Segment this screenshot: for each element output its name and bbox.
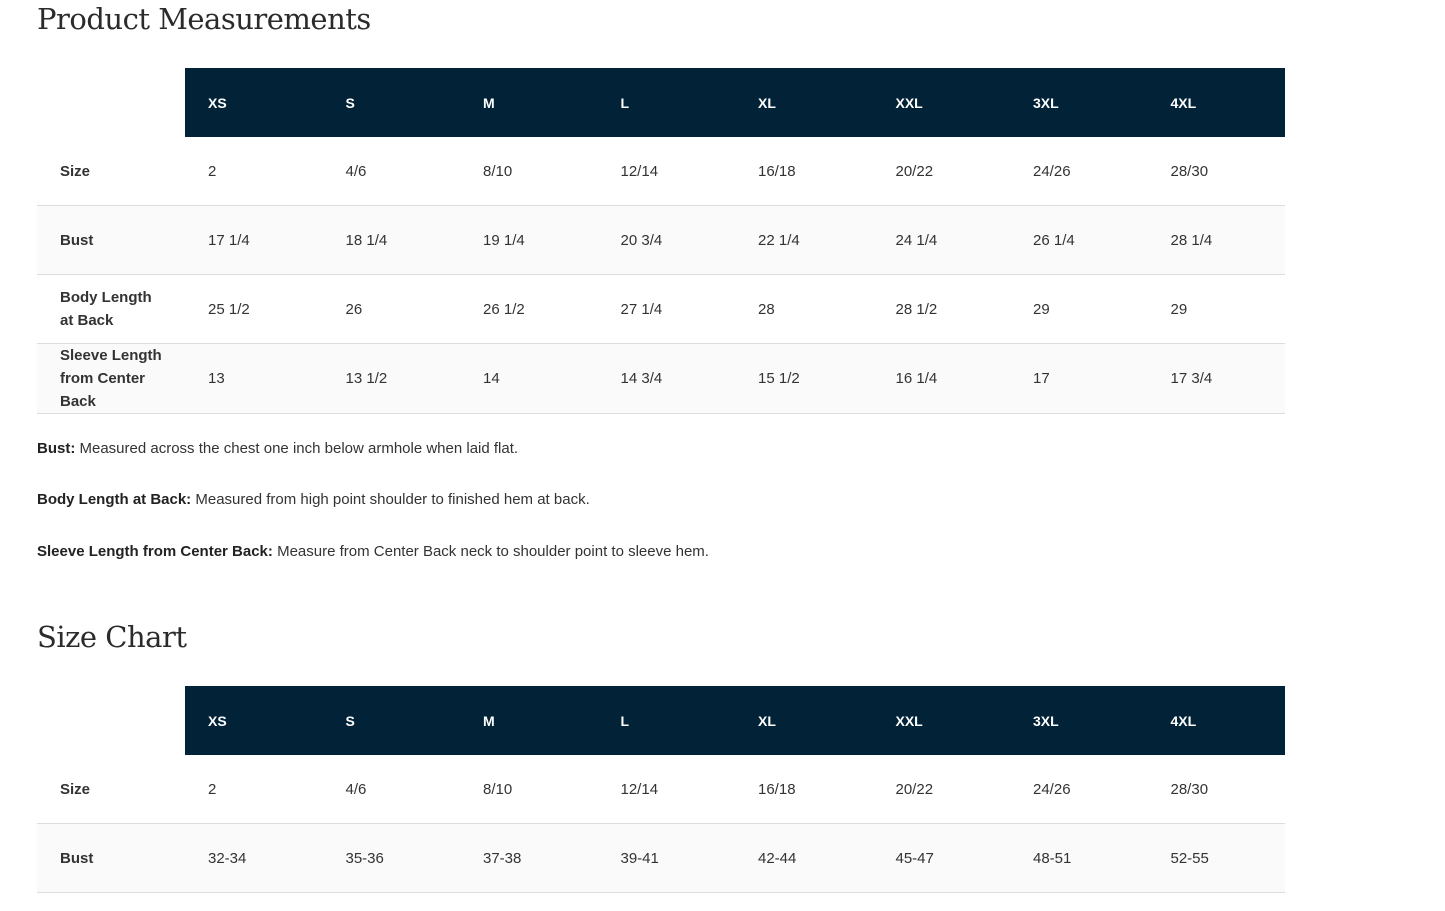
- row-label: Size: [37, 137, 185, 206]
- note-text: Measure from Center Back neck to shoulde…: [272, 543, 709, 560]
- table-cell: 27 1/4: [597, 274, 735, 344]
- table-cell: 45-47: [872, 823, 1010, 893]
- table-cell: 14 3/4: [597, 343, 735, 414]
- size-header: M: [460, 686, 598, 755]
- table-cell: 28: [735, 274, 873, 344]
- table-cell: 16/18: [735, 755, 873, 824]
- table-cell: 22 1/4: [735, 205, 873, 275]
- note-term: Bust:: [37, 440, 76, 457]
- row-label: Size: [37, 755, 185, 824]
- size-header: XXL: [872, 686, 1010, 755]
- corner-cell: [37, 686, 185, 755]
- table-cell: 17 3/4: [1147, 343, 1285, 414]
- table-cell: 12/14: [597, 755, 735, 824]
- table-cell: 26 1/4: [1010, 205, 1148, 275]
- table-cell: 29: [1010, 274, 1148, 344]
- header-row: XS S M L XL XXL 3XL 4XL: [37, 68, 1285, 137]
- size-header: 3XL: [1010, 68, 1148, 137]
- table-cell: 25 1/2: [185, 274, 323, 344]
- note-text: Measured across the chest one inch below…: [75, 440, 519, 457]
- table-cell: 13: [185, 343, 323, 414]
- size-header: XL: [735, 686, 873, 755]
- table-cell: 2: [185, 755, 323, 824]
- size-header: S: [322, 686, 460, 755]
- table-row: Body Length at Back 25 1/2 26 26 1/2 27 1/4 2…: [37, 274, 1285, 344]
- table-cell: 2: [185, 137, 323, 206]
- table-cell: 17 1/4: [185, 205, 323, 275]
- table-cell: 19 1/4: [460, 205, 598, 275]
- table-cell: 52-55: [1147, 823, 1285, 893]
- note-body-length: Body Length at Back: Measured from high …: [37, 491, 590, 508]
- table-cell: 28/30: [1147, 755, 1285, 824]
- size-header: 4XL: [1147, 68, 1285, 137]
- table-cell: 4/6: [322, 755, 460, 824]
- table-cell: 28 1/2: [872, 274, 1010, 344]
- table-cell: 13 1/2: [322, 343, 460, 414]
- row-label: Body Length at Back: [37, 274, 185, 344]
- size-header: M: [460, 68, 598, 137]
- table-cell: 35-36: [322, 823, 460, 893]
- note-sleeve-length: Sleeve Length from Center Back: Measure …: [37, 543, 709, 560]
- table-cell: 24 1/4: [872, 205, 1010, 275]
- table-cell: 20/22: [872, 755, 1010, 824]
- table-cell: 24/26: [1010, 755, 1148, 824]
- size-header: 4XL: [1147, 686, 1285, 755]
- table-cell: 26 1/2: [460, 274, 598, 344]
- note-bust: Bust: Measured across the chest one inch…: [37, 440, 518, 457]
- size-header: XS: [185, 686, 323, 755]
- table-cell: 8/10: [460, 755, 598, 824]
- size-chart-table: XS S M L XL XXL 3XL 4XL Size 2 4/6 8/10 12/14 16/18 20…: [37, 686, 1285, 893]
- table-cell: 17: [1010, 343, 1148, 414]
- size-header: S: [322, 68, 460, 137]
- note-term: Body Length at Back:: [37, 491, 192, 508]
- table-row: Sleeve Length from Center Back 13 13 1/2 14…: [37, 343, 1285, 414]
- table-cell: 8/10: [460, 137, 598, 206]
- corner-cell: [37, 68, 185, 137]
- table-row: Bust 32-34 35-36 37-38 39-41 42-44 45-47 48-51 5…: [37, 823, 1285, 893]
- row-label: Bust: [37, 823, 185, 893]
- table-cell: 29: [1147, 274, 1285, 344]
- table-cell: 28 1/4: [1147, 205, 1285, 275]
- note-text: Measured from high point shoulder to fin…: [191, 491, 590, 508]
- table-cell: 16 1/4: [872, 343, 1010, 414]
- size-header: XL: [735, 68, 873, 137]
- table-cell: 24/26: [1010, 137, 1148, 206]
- row-label: Bust: [37, 205, 185, 275]
- table-row: Bust 17 1/4 18 1/4 19 1/4 20 3/4 22 1/4 24 1/4…: [37, 205, 1285, 275]
- table-cell: 37-38: [460, 823, 598, 893]
- table-cell: 4/6: [322, 137, 460, 206]
- table-cell: 20/22: [872, 137, 1010, 206]
- table-cell: 15 1/2: [735, 343, 873, 414]
- table-cell: 48-51: [1010, 823, 1148, 893]
- table-cell: 20 3/4: [597, 205, 735, 275]
- table-cell: 28/30: [1147, 137, 1285, 206]
- table-row: Size 2 4/6 8/10 12/14 16/18 20/22 24/26 28/30: [37, 755, 1285, 824]
- table-cell: 16/18: [735, 137, 873, 206]
- measurements-table: XS S M L XL XXL 3XL 4XL Size 2 4/6 8/10 12/14 16/18 20…: [37, 68, 1285, 414]
- table-cell: 42-44: [735, 823, 873, 893]
- table-cell: 12/14: [597, 137, 735, 206]
- table-row: Size 2 4/6 8/10 12/14 16/18 20/22 24/26 28/30: [37, 137, 1285, 206]
- table-cell: 39-41: [597, 823, 735, 893]
- table-cell: 14: [460, 343, 598, 414]
- size-header: 3XL: [1010, 686, 1148, 755]
- row-label: Sleeve Length from Center Back: [37, 343, 185, 414]
- header-row: XS S M L XL XXL 3XL 4XL: [37, 686, 1285, 755]
- note-term: Sleeve Length from Center Back:: [37, 543, 273, 560]
- size-header: XS: [185, 68, 323, 137]
- table-cell: 18 1/4: [322, 205, 460, 275]
- size-header: XXL: [872, 68, 1010, 137]
- measurements-title: Product Measurements: [37, 2, 371, 36]
- table-cell: 32-34: [185, 823, 323, 893]
- size-chart-title: Size Chart: [37, 620, 187, 654]
- size-header: L: [597, 68, 735, 137]
- size-header: L: [597, 686, 735, 755]
- table-cell: 26: [322, 274, 460, 344]
